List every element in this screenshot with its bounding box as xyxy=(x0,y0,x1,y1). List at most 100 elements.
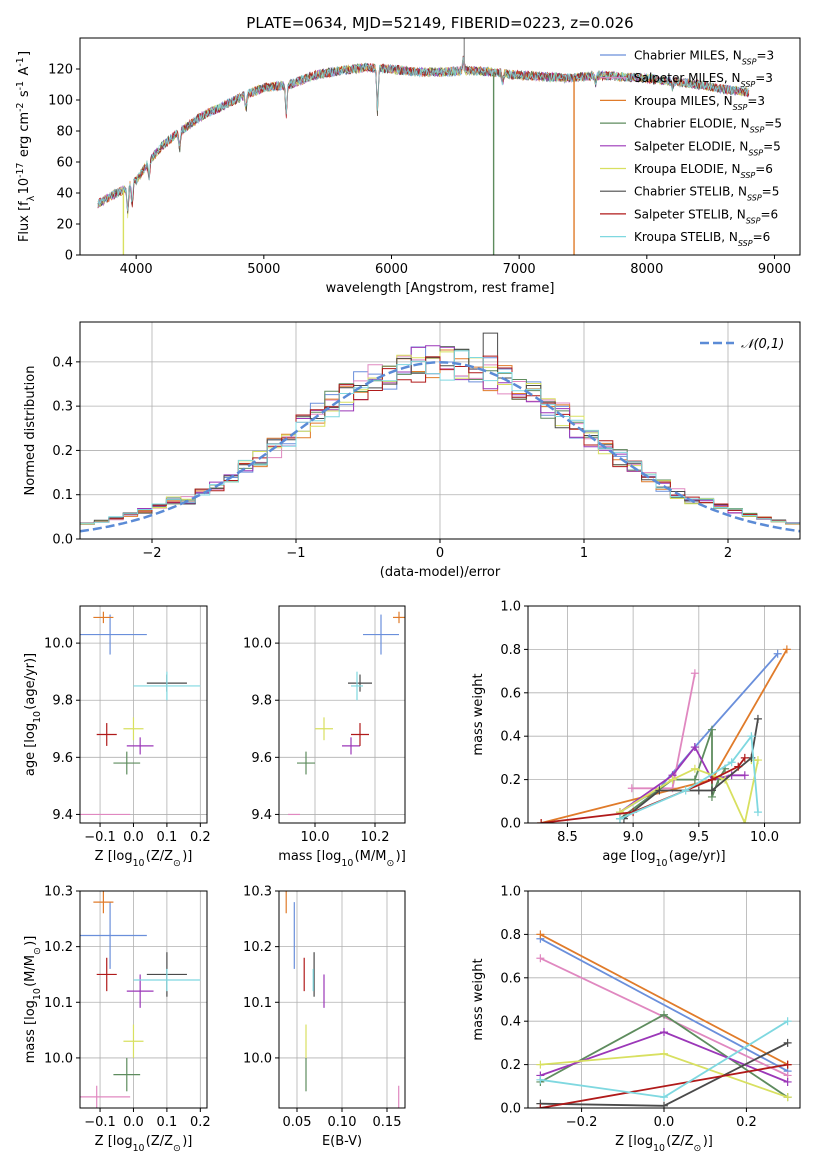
weight-marker xyxy=(537,819,546,823)
x-tick-label: 0.05 xyxy=(283,1115,312,1130)
weight-marker xyxy=(536,1075,545,1084)
y-tick-label: 0.8 xyxy=(500,928,521,943)
y-tick-label: 9.8 xyxy=(52,694,73,709)
y-axis-label: age [log10 (age/yr)] xyxy=(23,653,43,776)
x-tick-label: 10.0 xyxy=(301,830,330,845)
y-tick-label: 10.0 xyxy=(243,637,272,652)
weight-marker xyxy=(660,1101,668,1108)
x-axis-label: (data-model)/error xyxy=(380,565,501,580)
weight-marker xyxy=(753,808,762,817)
y-tick-label: 10.0 xyxy=(44,1051,73,1066)
weight-marker xyxy=(740,819,749,823)
x-tick-label: 9.5 xyxy=(688,830,709,845)
x-axis-label: wavelength [Angstrom, rest frame] xyxy=(326,281,555,296)
weight-marker xyxy=(655,786,664,795)
plot-area xyxy=(80,891,201,1108)
weight-marker xyxy=(668,775,677,784)
weight-marker xyxy=(740,753,749,762)
legend-entry: Chabrier ELODIE, NSSP=5 xyxy=(634,117,782,135)
weight-marker xyxy=(627,784,636,793)
legend-entry: Chabrier STELIB, NSSP=5 xyxy=(634,185,779,203)
legend-entry: Kroupa STELIB, NSSP=6 xyxy=(634,230,770,248)
weight-marker xyxy=(783,1060,792,1069)
weight-marker xyxy=(536,1104,545,1108)
y-tick-label: 10.3 xyxy=(243,885,272,900)
figure-title: PLATE=0634, MJD=52149, FIBERID=0223, z=0… xyxy=(246,14,633,32)
weight-marker xyxy=(783,1093,792,1102)
weight-marker xyxy=(536,930,545,939)
weight-marker xyxy=(660,1049,668,1058)
spectrum-line xyxy=(97,56,750,212)
x-tick-label: 8000 xyxy=(630,262,663,277)
y-axis-label: mass weight xyxy=(471,673,486,755)
y-tick-label: 10.0 xyxy=(44,637,73,652)
weight-marker xyxy=(707,725,716,734)
y-tick-label: 10.1 xyxy=(44,996,73,1011)
legend-entry: Chabrier MILES, NSSP=3 xyxy=(634,49,774,67)
x-tick-label: 10.0 xyxy=(750,830,779,845)
plot-area xyxy=(97,38,750,255)
y-tick-label: 9.4 xyxy=(52,808,73,823)
y-tick-label: 0.6 xyxy=(500,686,521,701)
y-tick-label: 0.2 xyxy=(500,1058,521,1073)
weight-vs-metallicity-panel: −0.2 0.0 0.2 0.0 0.2 0.4 0.6 0.8 1.0 Z [log10 (Z/… xyxy=(471,885,801,1154)
x-tick-label: 0.0 xyxy=(123,830,144,845)
x-tick-label: −1 xyxy=(286,546,305,561)
axes-frame xyxy=(79,37,801,256)
weight-marker xyxy=(694,786,703,795)
y-tick-label: 10.3 xyxy=(44,885,73,900)
weight-marker xyxy=(727,758,736,767)
weight-marker xyxy=(681,786,690,795)
y-axis-label: Flux [fλ 10-17 erg cm-2 s-1 A-1 ] xyxy=(15,51,37,242)
weight-marker xyxy=(690,743,699,752)
legend-entry: 𝒩(0,1) xyxy=(741,337,784,352)
y-tick-label: 9.6 xyxy=(251,751,272,766)
legend-entry: Kroupa MILES, NSSP=3 xyxy=(634,94,765,112)
axes-frame xyxy=(79,605,208,824)
x-tick-label: 7000 xyxy=(503,262,536,277)
weight-vs-age-panel: 8.5 9.0 9.5 10.0 0.0 0.2 0.4 0.6 0.8 1.0 age [log1… xyxy=(471,600,801,869)
weight-marker xyxy=(690,669,699,678)
weight-marker xyxy=(783,1038,792,1047)
weight-marker xyxy=(536,1060,545,1069)
y-tick-label: 10.2 xyxy=(44,940,73,955)
weight-marker xyxy=(690,775,699,784)
y-tick-label: 0.6 xyxy=(500,971,521,986)
legend-entry: Salpeter ELODIE, NSSP=5 xyxy=(634,139,781,157)
weight-series xyxy=(539,937,789,1072)
y-tick-label: 0.2 xyxy=(52,444,73,459)
x-tick-label: 8.5 xyxy=(557,830,578,845)
residual-histogram-panel: −2 −1 0 1 2 0.0 0.1 0.2 0.3 0.4 (data-model)/error… xyxy=(23,321,801,580)
plot-area xyxy=(537,645,791,823)
legend-entry: Kroupa ELODIE, NSSP=6 xyxy=(634,162,773,180)
y-tick-label: 10.1 xyxy=(243,996,272,1011)
x-tick-label: −0.2 xyxy=(566,1115,598,1130)
x-axis-label: age [log10 (age/yr)] xyxy=(602,849,725,869)
x-tick-label: −0.1 xyxy=(84,1115,116,1130)
mass-vs-metallicity-panel: −0.1 0.0 0.1 0.2 10.0 10.1 10.2 10.3 Z [log10 (Z… xyxy=(23,885,211,1154)
x-tick-label: 0.0 xyxy=(123,1115,144,1130)
x-tick-label: 0.15 xyxy=(373,1115,402,1130)
legend-entry: Salpeter STELIB, NSSP=6 xyxy=(634,207,778,225)
y-tick-label: 1.0 xyxy=(500,600,521,615)
y-axis-label: Normed distribution xyxy=(23,366,38,496)
weight-marker xyxy=(740,771,749,780)
y-tick-label: 0.0 xyxy=(52,533,73,548)
weight-marker xyxy=(615,814,624,823)
y-tick-label: 20 xyxy=(56,218,73,233)
spectrum-panel: 4000 5000 6000 7000 8000 9000 0 20 40 60 80 100 120 w… xyxy=(15,37,801,296)
weight-marker xyxy=(753,714,762,723)
y-axis-label: mass [log10 (M/M⊙ )] xyxy=(23,936,43,1064)
y-tick-label: 10.2 xyxy=(243,940,272,955)
plot-area xyxy=(80,332,800,533)
legend: 𝒩(0,1) xyxy=(700,337,784,352)
y-tick-label: 0.2 xyxy=(500,773,521,788)
y-tick-label: 80 xyxy=(56,125,73,140)
x-tick-label: 1 xyxy=(580,546,588,561)
x-tick-label: 9000 xyxy=(758,262,791,277)
x-tick-label: 0.2 xyxy=(190,1115,211,1130)
y-tick-label: 120 xyxy=(48,63,73,78)
plot-area xyxy=(288,611,405,816)
weight-marker xyxy=(734,762,743,771)
y-tick-label: 10.0 xyxy=(243,1051,272,1066)
